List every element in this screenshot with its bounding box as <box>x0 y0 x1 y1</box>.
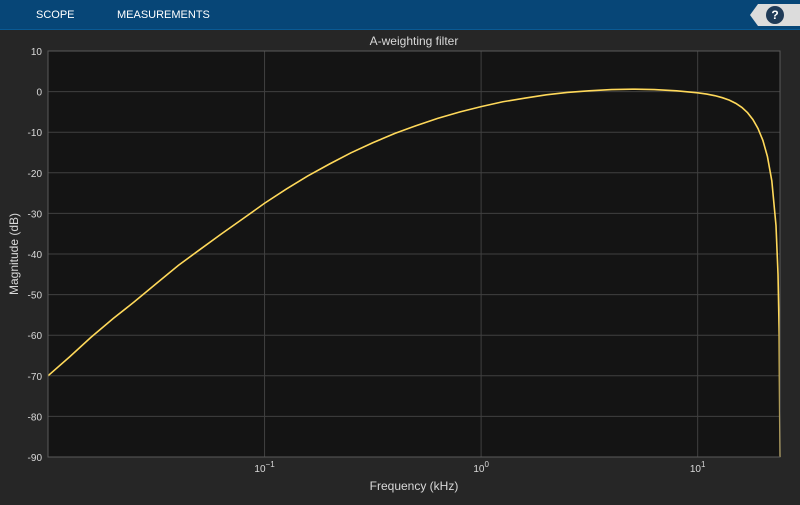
y-tick-label: -80 <box>28 412 43 423</box>
x-tick-label: 100 <box>473 460 489 475</box>
y-tick-label: -60 <box>28 331 43 342</box>
y-tick-label: -10 <box>28 128 43 139</box>
tab-measurements[interactable]: MEASUREMENTS <box>117 9 210 21</box>
y-axis-label: Magnitude (dB) <box>7 213 21 295</box>
y-tick-label: -50 <box>28 291 43 302</box>
y-tick-labels: 10 0 -10 -20 -30 -40 -50 -60 -70 -80 -90 <box>28 47 43 464</box>
y-tick-label: -70 <box>28 372 43 383</box>
x-axis-label: Frequency (kHz) <box>370 479 459 493</box>
toolstrip: SCOPE MEASUREMENTS ? <box>0 0 800 30</box>
tab-scope[interactable]: SCOPE <box>36 9 75 21</box>
chart-title: A-weighting filter <box>370 34 459 48</box>
y-tick-label: 0 <box>36 88 42 99</box>
x-tick-label: 101 <box>690 460 706 475</box>
help-icon[interactable]: ? <box>766 6 784 24</box>
scope-area: 10 0 -10 -20 -30 -40 -50 -60 -70 -80 -90 10−1 100 10… <box>0 30 800 500</box>
x-tick-labels: 10−1 100 101 <box>254 460 706 475</box>
help-area: ? <box>750 4 800 26</box>
y-tick-label: 10 <box>31 47 43 58</box>
y-tick-label: -90 <box>28 453 43 464</box>
y-tick-label: -40 <box>28 250 43 261</box>
chart[interactable]: 100-10-20-30-40-50-60-70-80-90 10−1 100 10… <box>0 30 800 500</box>
axes-border <box>47 50 781 458</box>
x-tick-label: 10−1 <box>254 460 275 475</box>
series-line <box>47 88 781 458</box>
y-tick-label: -20 <box>28 169 43 180</box>
y-tick-label: -30 <box>28 209 43 220</box>
